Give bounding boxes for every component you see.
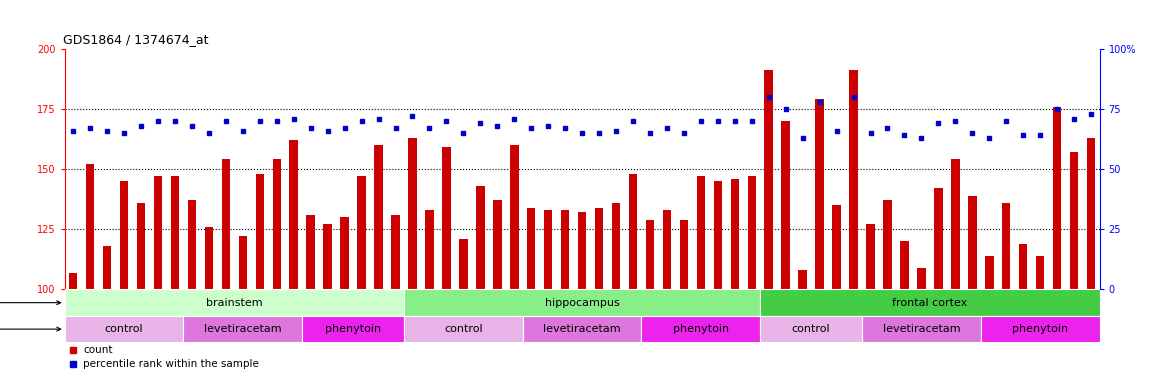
Bar (255, 174, 265, 290)
Bar (748, 176, 756, 290)
Bar (523, 316, 641, 342)
Bar (340, 217, 349, 290)
Text: levetiracetam: levetiracetam (203, 324, 281, 334)
Bar (612, 203, 620, 290)
Text: GDS1864 / 1374674_at: GDS1864 / 1374674_at (62, 33, 208, 46)
Text: count: count (83, 345, 113, 355)
Text: phenytoin: phenytoin (1013, 324, 1068, 334)
Text: phenytoin: phenytoin (325, 324, 381, 334)
Bar (120, 181, 128, 290)
Bar (1002, 203, 1010, 290)
Bar (86, 164, 94, 290)
Bar (69, 273, 78, 290)
Bar (760, 316, 862, 342)
Bar (459, 239, 468, 290)
Text: hippocampus: hippocampus (544, 298, 620, 307)
Bar (510, 145, 519, 290)
Bar (764, 70, 773, 290)
Text: control: control (791, 324, 830, 334)
Bar (273, 159, 281, 290)
Bar (815, 99, 824, 290)
Text: brainstem: brainstem (206, 298, 262, 307)
Bar (183, 316, 302, 342)
Bar (900, 241, 909, 290)
Text: levetiracetam: levetiracetam (543, 324, 621, 334)
Bar (862, 316, 981, 342)
Bar (646, 220, 654, 290)
Bar (136, 203, 146, 290)
Bar (577, 212, 587, 290)
Text: tissue: tissue (0, 298, 61, 307)
Bar (476, 186, 485, 290)
Bar (1018, 244, 1028, 290)
Bar (374, 145, 382, 290)
Bar (799, 270, 807, 290)
Bar (221, 159, 230, 290)
Bar (629, 174, 637, 290)
Text: control: control (445, 324, 482, 334)
Bar (493, 200, 501, 290)
Bar (65, 316, 183, 342)
Bar (154, 176, 162, 290)
Text: phenytoin: phenytoin (673, 324, 729, 334)
Bar (680, 220, 688, 290)
Bar (934, 188, 943, 290)
Text: levetiracetam: levetiracetam (883, 324, 961, 334)
Bar (405, 290, 760, 316)
Bar (561, 210, 569, 290)
Text: percentile rank within the sample: percentile rank within the sample (83, 359, 259, 369)
Bar (1036, 256, 1044, 290)
Bar (426, 210, 434, 290)
Text: frontal cortex: frontal cortex (893, 298, 968, 307)
Bar (883, 200, 891, 290)
Bar (102, 246, 112, 290)
Bar (782, 121, 790, 290)
Bar (696, 176, 706, 290)
Bar (205, 227, 213, 290)
Bar (544, 210, 553, 290)
Bar (239, 237, 247, 290)
Bar (663, 210, 671, 290)
Bar (760, 290, 1100, 316)
Bar (392, 215, 400, 290)
Bar (595, 208, 603, 290)
Bar (1070, 152, 1078, 290)
Bar (867, 225, 875, 290)
Bar (641, 316, 760, 342)
Text: agent: agent (0, 324, 61, 334)
Bar (408, 138, 416, 290)
Bar (405, 316, 523, 342)
Text: control: control (105, 324, 143, 334)
Bar (833, 205, 841, 290)
Bar (951, 159, 960, 290)
Bar (1053, 106, 1062, 290)
Bar (323, 225, 332, 290)
Bar (849, 70, 857, 290)
Bar (981, 316, 1100, 342)
Bar (1087, 138, 1095, 290)
Bar (442, 147, 450, 290)
Bar (527, 208, 535, 290)
Bar (917, 268, 926, 290)
Bar (358, 176, 366, 290)
Bar (968, 195, 976, 290)
Bar (307, 215, 315, 290)
Bar (302, 316, 405, 342)
Bar (171, 176, 179, 290)
Bar (65, 290, 405, 316)
Bar (730, 179, 739, 290)
Bar (289, 140, 298, 290)
Bar (188, 200, 196, 290)
Bar (714, 181, 722, 290)
Bar (985, 256, 994, 290)
